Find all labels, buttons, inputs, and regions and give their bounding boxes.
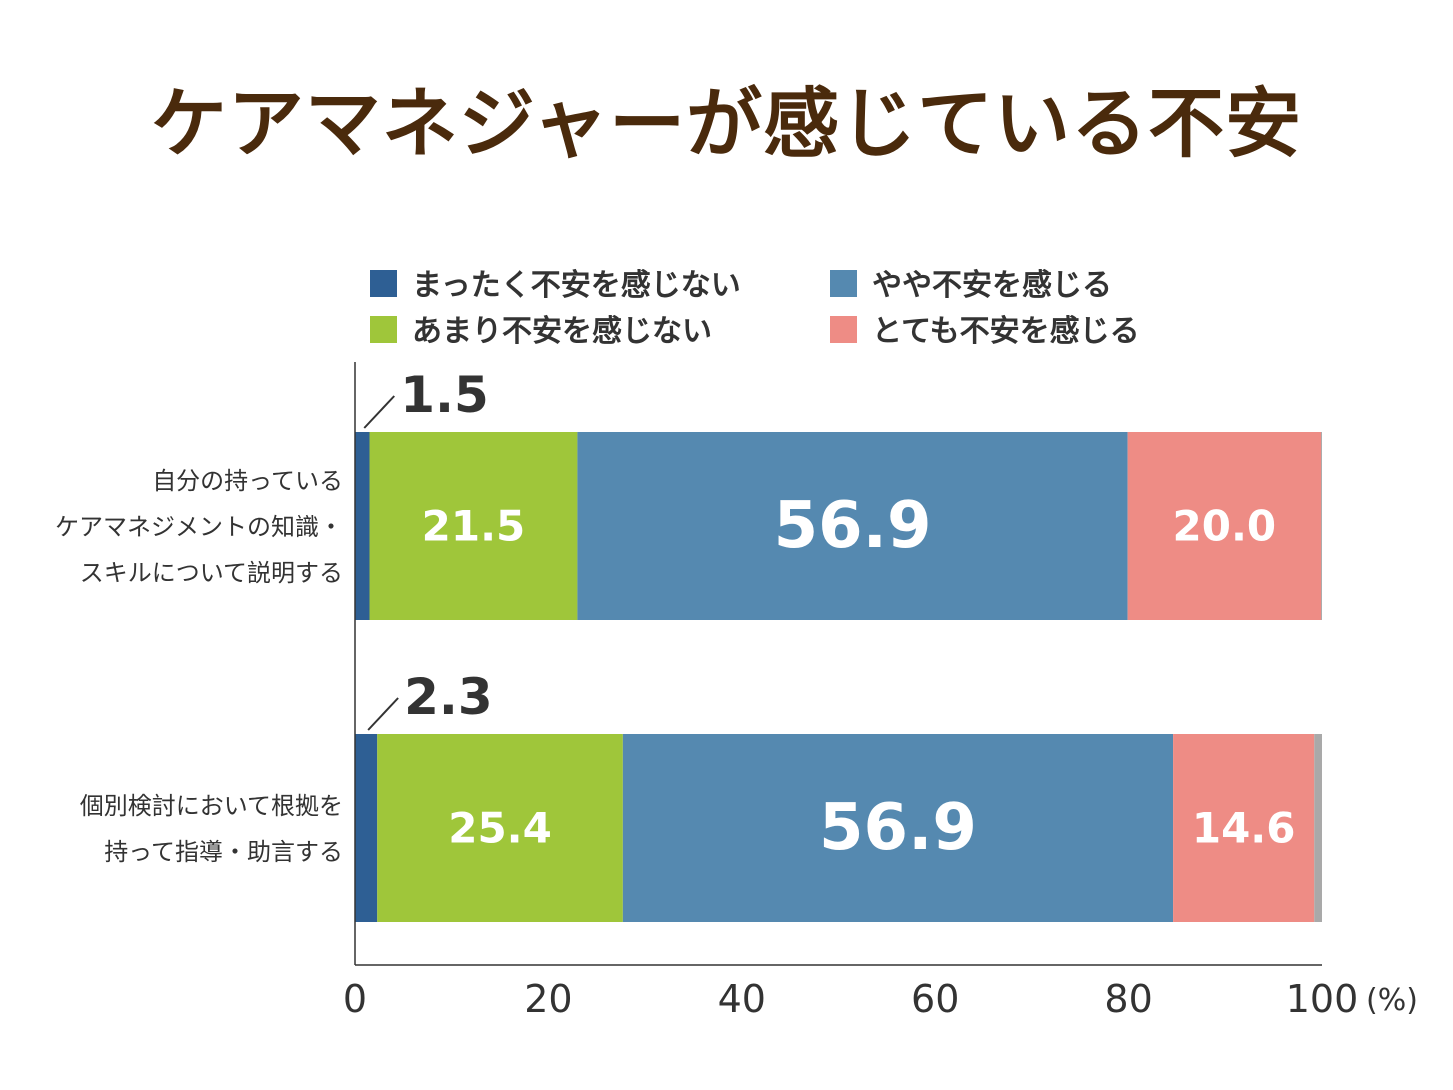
- legend-label: あまり不安を感じない: [412, 314, 712, 349]
- bar-segment: [1127, 432, 1322, 620]
- data-label: 56.9: [819, 791, 977, 865]
- x-tick-label: 60: [911, 977, 959, 1021]
- bar-segment: [622, 734, 1174, 922]
- category-label: 自分の持っている: [152, 467, 343, 495]
- x-tick-label: 100: [1286, 977, 1359, 1021]
- chart-title: ケアマネジャーが感じている不安: [150, 79, 1303, 168]
- bar-segment: [355, 734, 378, 922]
- data-label: 21.5: [422, 502, 526, 551]
- bar-segment: [369, 432, 578, 620]
- data-label: 56.9: [774, 489, 932, 563]
- bar-segment: [1173, 734, 1315, 922]
- bar-remainder: [1321, 432, 1322, 620]
- category-label: ケアマネジメントの知識・: [55, 513, 343, 541]
- data-label: 20.0: [1173, 502, 1277, 551]
- bar-segment: [377, 734, 623, 922]
- bars: 1.5 21.5 56.9 20.0 2.3 25.4 56.9 14.6: [355, 366, 1322, 922]
- legend-label: とても不安を感じる: [872, 314, 1140, 349]
- category-label: 個別検討において根拠を: [80, 792, 343, 820]
- legend-label: まったく不安を感じない: [412, 268, 741, 303]
- x-tick-label: 20: [524, 977, 572, 1021]
- data-label: 1.5: [400, 366, 489, 424]
- callout-line: [363, 395, 395, 429]
- x-tick-label: 0: [343, 977, 367, 1021]
- callout-line: [367, 697, 399, 731]
- legend-swatch: [830, 316, 857, 343]
- legend-label: やや不安を感じる: [872, 268, 1112, 303]
- axes: 0 20 40 60 80 100 (%): [343, 362, 1418, 1021]
- category-label: 持って指導・助言する: [104, 838, 343, 866]
- x-tick-label: 40: [718, 977, 766, 1021]
- legend-swatch: [830, 270, 857, 297]
- x-tick-label: 80: [1104, 977, 1152, 1021]
- bar-segment: [355, 432, 370, 620]
- bar-remainder: [1314, 734, 1322, 922]
- category-label: スキルについて説明する: [80, 559, 343, 587]
- legend-swatch: [370, 270, 397, 297]
- category-labels: 自分の持っているケアマネジメントの知識・スキルについて説明する個別検討において根…: [55, 467, 343, 866]
- data-label: 2.3: [404, 668, 493, 726]
- legend-swatch: [370, 316, 397, 343]
- data-label: 25.4: [448, 804, 552, 853]
- x-unit-label: (%): [1366, 983, 1418, 1018]
- data-label: 14.6: [1192, 804, 1296, 853]
- bar-segment: [577, 432, 1128, 620]
